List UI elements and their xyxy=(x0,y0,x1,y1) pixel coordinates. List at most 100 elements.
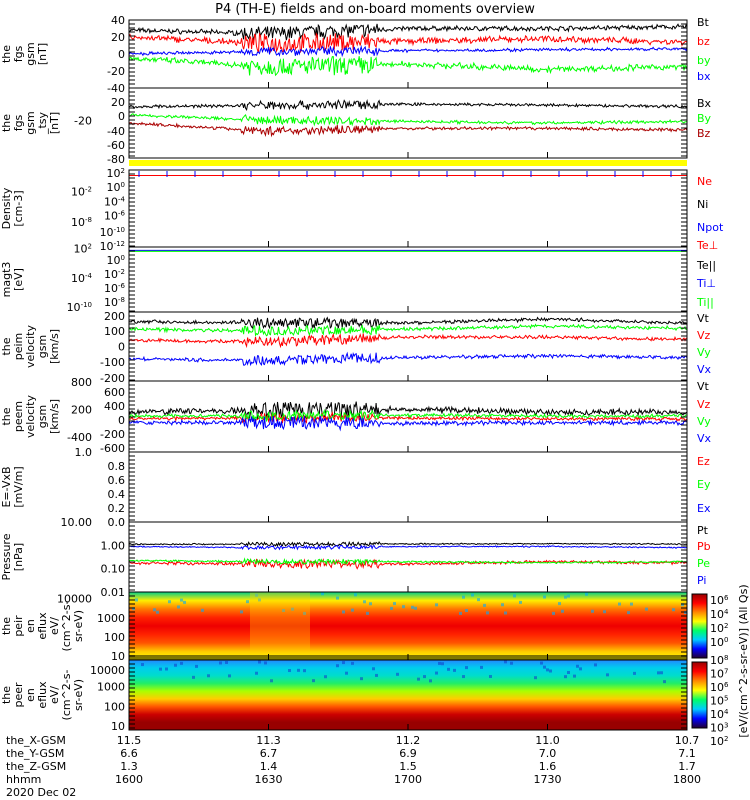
y-axis-label: _tsy xyxy=(36,111,49,135)
y-tick-label: 0.01 xyxy=(101,586,126,599)
legend-Ti||: Ti|| xyxy=(696,296,714,309)
x-row-value: 1700 xyxy=(394,773,422,786)
y-axis-label: gsm xyxy=(36,405,49,428)
spectrogram-pixel xyxy=(207,674,210,678)
legend-Vy: Vy xyxy=(697,415,711,428)
trace-Bt xyxy=(128,23,688,41)
y-axis-label: [nT] xyxy=(36,43,49,65)
spectrogram-pixel xyxy=(336,596,339,600)
legend-Vx: Vx xyxy=(697,363,712,376)
x-row-value: 1.3 xyxy=(120,760,138,773)
x-row-value: 11.2 xyxy=(396,734,421,747)
trace-Vt xyxy=(128,401,688,420)
spectrogram-pixel xyxy=(246,600,249,604)
x-row-value: 1.5 xyxy=(399,760,417,773)
spectrogram-pixel xyxy=(606,673,609,677)
spectrogram-pixel xyxy=(336,664,339,668)
spectrogram-pixel xyxy=(303,611,306,615)
spectrogram-pixel xyxy=(228,674,231,678)
y-axis-label: the xyxy=(0,337,13,355)
spectrogram-pixel xyxy=(483,603,486,607)
spectrogram-pixel xyxy=(564,675,567,679)
exponent: 0 xyxy=(121,254,125,262)
legend-Vz: Vz xyxy=(697,329,711,342)
spectrogram-pixel xyxy=(264,661,267,665)
colorbar-tick-label: 100 xyxy=(710,636,728,649)
colorbar-tick-label: 105 xyxy=(710,695,728,708)
trace-Vx xyxy=(128,351,688,367)
exponent: 0 xyxy=(724,636,728,644)
panel-frame xyxy=(128,311,688,382)
y-axis-label: fgs xyxy=(12,114,25,131)
x-row-value: 11.3 xyxy=(256,734,281,747)
y-tick-label: 10-6 xyxy=(104,210,126,223)
y-axis-label: eV/ xyxy=(48,617,61,635)
exponent: -4 xyxy=(118,196,126,204)
y-axis-label: eflux xyxy=(36,681,49,709)
spectrogram-pixel xyxy=(480,665,483,669)
trace-Vx xyxy=(128,415,688,432)
spectrogram-pixel xyxy=(345,671,348,675)
spectrogram-pixel xyxy=(543,595,546,599)
spectrogram-pixel xyxy=(351,661,354,665)
y-tick-label: 40 xyxy=(111,14,125,27)
spectrogram-pixel xyxy=(429,679,432,683)
legend-Ex: Ex xyxy=(697,502,711,515)
legend-Pi: Pi xyxy=(697,574,706,587)
spectrogram-pixel xyxy=(540,661,543,665)
spectrogram-pixel xyxy=(360,677,363,681)
y-tick-label: 10-12 xyxy=(100,240,125,253)
legend-Ni: Ni xyxy=(697,198,708,211)
spectrogram-pixel xyxy=(459,611,462,615)
legend-Bz: Bz xyxy=(697,127,711,140)
spectrogram-pixel xyxy=(321,592,324,596)
colorbar-tick-label: 102 xyxy=(710,735,728,748)
y-tick-label: 1.00 xyxy=(101,539,126,552)
y-axis-label: velocity xyxy=(24,395,37,438)
spectrogram-pixel xyxy=(486,611,489,615)
exponent: 6 xyxy=(724,681,729,689)
y-tick-label: -200 xyxy=(100,372,125,385)
spectrogram-pixel xyxy=(438,661,441,665)
y-tick-label: 0.10 xyxy=(101,563,126,576)
y-axis-label: gsm xyxy=(24,42,37,65)
y-tick-label: -100 xyxy=(100,356,125,369)
trace-Vy xyxy=(128,323,688,337)
panel-2: Bx By Bz the fgs gsm _tsy [nT] 200 -20 -40-60-80 xyxy=(0,87,712,166)
colorbar-tick-label: 103 xyxy=(710,722,728,735)
y-tick-label: -40 xyxy=(107,82,125,95)
exponent: 7 xyxy=(724,668,728,676)
spectrogram-pixel xyxy=(423,675,426,679)
colorbar xyxy=(691,593,708,659)
spectrogram-pixel xyxy=(390,606,393,610)
spectrogram-pixel xyxy=(258,660,261,664)
spectrogram-pixel xyxy=(633,671,636,675)
legend-Vz: Vz xyxy=(697,398,711,411)
spectrogram-pixel xyxy=(180,598,183,602)
legend-Ne: Ne xyxy=(697,175,712,188)
exponent: -10 xyxy=(114,226,125,234)
y-tick-label: 10000 xyxy=(57,593,92,606)
y-tick-label: 10-10 xyxy=(67,301,92,314)
y-tick-label: 102 xyxy=(107,167,125,180)
y-tick-label: 10-4 xyxy=(71,272,93,285)
plot-title: P4 (TH-E) fields and on-board moments ov… xyxy=(215,2,535,17)
spectrogram-pixel xyxy=(663,680,666,684)
spectrogram-pixel xyxy=(657,671,660,675)
y-axis-label: the xyxy=(0,686,13,704)
y-axis-label: eflux xyxy=(36,612,49,640)
y-tick-label: 20 xyxy=(111,96,125,109)
y-tick-label: 0.0 xyxy=(108,516,126,529)
x-row-label: the_Z-GSM xyxy=(6,760,66,773)
spectrogram-pixel xyxy=(462,595,465,599)
y-axis-label: [km/s] xyxy=(48,399,61,434)
y-axis-label: the xyxy=(0,114,13,132)
spectrogram-pixel xyxy=(435,603,438,607)
y-tick-label: 0.4 xyxy=(108,488,126,501)
spectrogram-pixel xyxy=(546,668,549,672)
y-tick-label: 100 xyxy=(104,700,125,713)
spectrogram-pixel xyxy=(465,609,468,613)
exponent: -8 xyxy=(85,216,92,224)
